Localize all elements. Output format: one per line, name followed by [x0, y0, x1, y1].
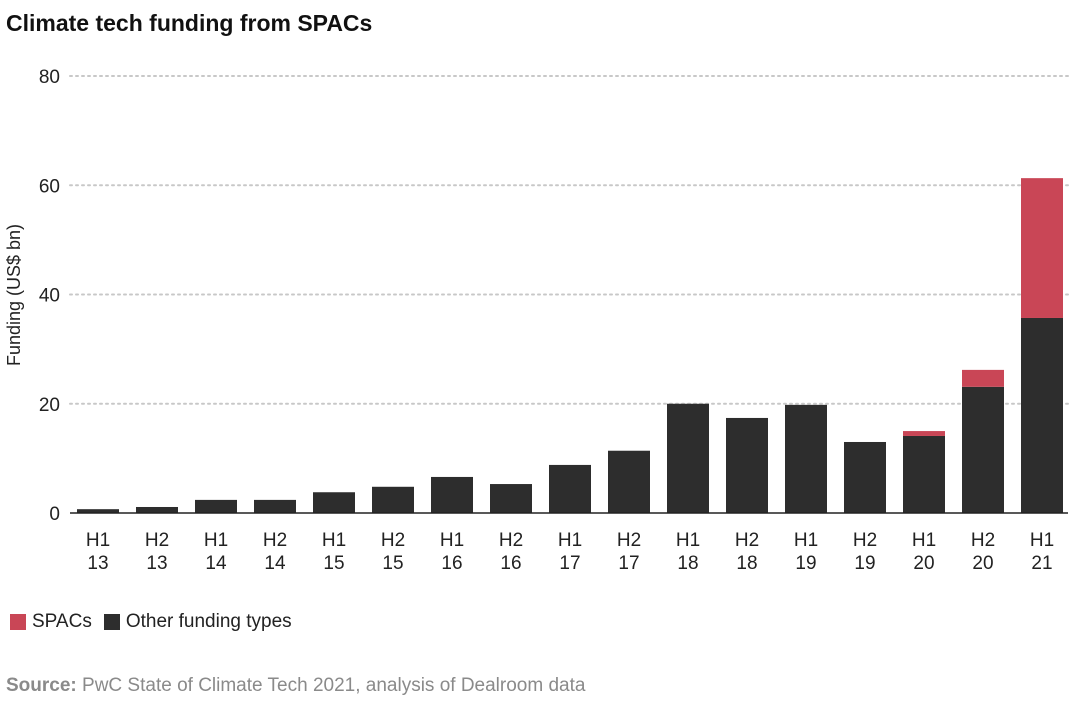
- x-tick-label: 21: [1031, 553, 1052, 574]
- bar-other-funding-types: [1021, 317, 1063, 513]
- bar-other-funding-types: [667, 403, 709, 513]
- x-tick-label: 20: [913, 553, 934, 574]
- y-tick-label: 80: [39, 67, 60, 88]
- bar-spacs: [1021, 178, 1063, 318]
- x-tick-label: 17: [618, 553, 639, 574]
- bar-other-funding-types: [195, 499, 237, 513]
- x-tick-label: H1: [440, 530, 464, 551]
- x-tick-label: H1: [1030, 530, 1054, 551]
- x-tick-label: 19: [795, 553, 816, 574]
- x-tick-label: 17: [559, 553, 580, 574]
- bar-other-funding-types: [431, 476, 473, 513]
- x-tick-label: 19: [854, 553, 875, 574]
- x-tick-label: 16: [500, 553, 521, 574]
- x-tick-label: H2: [735, 530, 759, 551]
- x-tick-label: H1: [912, 530, 936, 551]
- source-label: Source:: [6, 675, 77, 696]
- x-tick-label: 13: [87, 553, 108, 574]
- source-note: Source: PwC State of Climate Tech 2021, …: [6, 675, 585, 697]
- x-tick-label: 20: [972, 553, 993, 574]
- x-tick-label: H1: [322, 530, 346, 551]
- x-tick-label: H2: [381, 530, 405, 551]
- bar-other-funding-types: [136, 506, 178, 513]
- x-tick-label: 13: [146, 553, 167, 574]
- y-axis-label: Funding (US$ bn): [4, 224, 24, 366]
- x-tick-label: 18: [677, 553, 698, 574]
- bar-other-funding-types: [254, 499, 296, 513]
- x-tick-label: 14: [205, 553, 227, 574]
- y-tick-label: 40: [39, 286, 60, 307]
- x-tick-label: 16: [441, 553, 462, 574]
- bar-other-funding-types: [372, 486, 414, 513]
- bar-other-funding-types: [490, 484, 532, 513]
- bar-other-funding-types: [77, 509, 119, 513]
- x-tick-label: H1: [558, 530, 582, 551]
- y-tick-label: 60: [39, 176, 60, 197]
- bar-spacs: [903, 431, 945, 436]
- bar-other-funding-types: [726, 417, 768, 513]
- x-tick-label: 15: [382, 553, 403, 574]
- source-text: PwC State of Climate Tech 2021, analysis…: [82, 675, 586, 696]
- bar-other-funding-types: [608, 450, 650, 513]
- x-tick-label: H1: [86, 530, 110, 551]
- bar-other-funding-types: [844, 441, 886, 513]
- bar-other-funding-types: [785, 404, 827, 513]
- bar-other-funding-types: [962, 386, 1004, 513]
- x-tick-label: H2: [499, 530, 523, 551]
- chart-title: Climate tech funding from SPACs: [6, 10, 373, 36]
- legend: SPACs Other funding types: [10, 611, 292, 633]
- x-tick-label: H1: [676, 530, 700, 551]
- legend-swatch-other: [103, 614, 120, 630]
- x-tick-label: H2: [617, 530, 641, 551]
- y-tick-label: 0: [49, 504, 60, 525]
- x-tick-label: H2: [971, 530, 995, 551]
- bar-other-funding-types: [313, 492, 355, 513]
- bar-spacs: [962, 369, 1004, 387]
- x-tick-label: H2: [853, 530, 877, 551]
- x-tick-label: H2: [263, 530, 287, 551]
- bar-other-funding-types: [549, 464, 591, 513]
- bar-other-funding-types: [903, 435, 945, 513]
- x-tick-label: H1: [204, 530, 228, 551]
- legend-label-spacs: SPACs: [32, 611, 92, 632]
- x-tick-label: 15: [323, 553, 344, 574]
- legend-swatch-spacs: [10, 614, 26, 630]
- x-tick-label: H2: [145, 530, 169, 551]
- legend-label-other: Other funding types: [125, 611, 292, 632]
- x-tick-label: 14: [264, 553, 286, 574]
- y-tick-label: 20: [39, 395, 60, 416]
- x-tick-label: H1: [794, 530, 818, 551]
- x-tick-label: 18: [736, 553, 757, 574]
